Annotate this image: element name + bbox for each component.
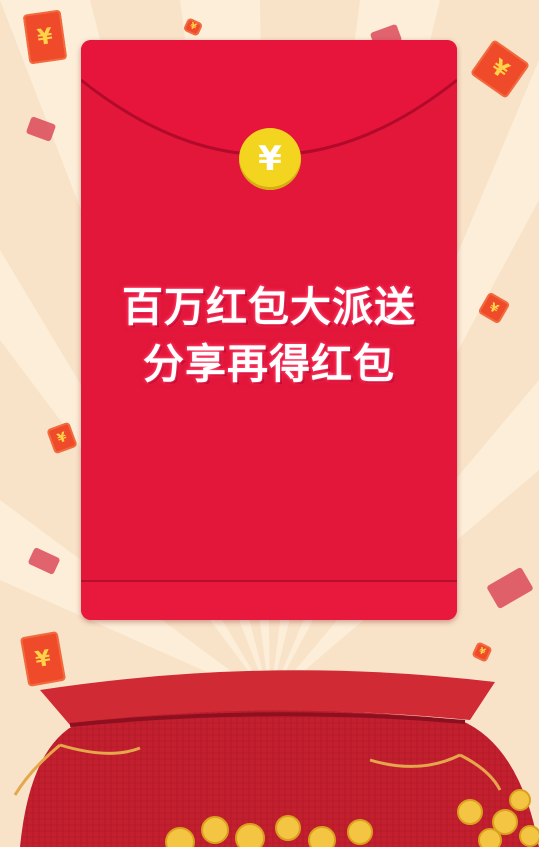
lucky-bag-icon <box>13 670 539 847</box>
headline-line-1: 百万红包大派送 <box>122 283 416 331</box>
gold-coin-icon <box>165 789 539 847</box>
envelope-bottom-band <box>81 580 457 620</box>
headline-line-2: 分享再得红包 <box>143 340 395 388</box>
red-envelope-icon: ¥ <box>22 9 68 65</box>
yen-coin-icon[interactable]: ¥ <box>239 128 301 190</box>
red-envelope-card[interactable]: ¥ 百万红包大派送 分享再得红包 <box>81 40 457 620</box>
